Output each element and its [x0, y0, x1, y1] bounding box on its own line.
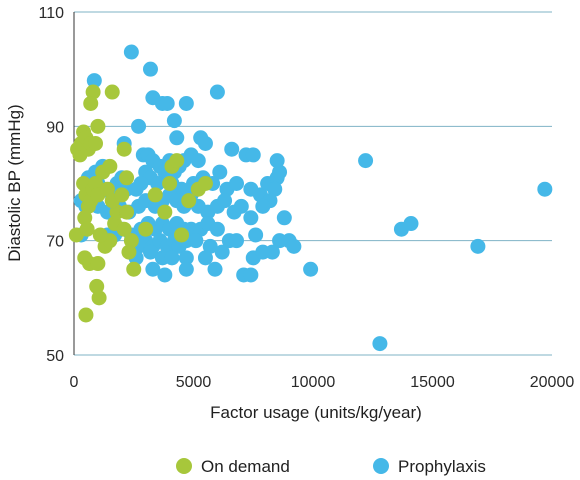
- data-point-on-demand: [78, 307, 94, 323]
- data-point-prophylaxis: [470, 238, 486, 254]
- data-point-prophylaxis: [303, 261, 319, 277]
- y-tick-label: 70: [46, 234, 64, 251]
- data-point-prophylaxis: [150, 176, 166, 191]
- data-point-prophylaxis: [214, 244, 230, 260]
- data-point-on-demand: [121, 244, 137, 260]
- data-point-prophylaxis: [197, 250, 213, 266]
- data-point-prophylaxis: [142, 244, 158, 260]
- data-point-on-demand: [85, 84, 101, 100]
- data-point-prophylaxis: [248, 227, 264, 243]
- y-tick-label: 110: [38, 5, 64, 22]
- data-point-prophylaxis: [159, 95, 175, 111]
- data-point-prophylaxis: [190, 153, 206, 169]
- data-point-prophylaxis: [142, 61, 158, 77]
- data-point-on-demand: [88, 135, 104, 151]
- data-point-prophylaxis: [224, 141, 240, 157]
- legend-marker-prophylaxis: [373, 458, 389, 474]
- data-point-on-demand: [138, 221, 154, 237]
- data-point-on-demand: [119, 204, 135, 220]
- x-tick-label: 5000: [176, 374, 212, 391]
- x-axis-ticks: 0 5000 10000 15000 20000: [70, 374, 575, 391]
- data-point-prophylaxis: [128, 181, 144, 197]
- data-point-prophylaxis: [358, 153, 374, 169]
- data-point-prophylaxis: [403, 216, 419, 232]
- data-point-on-demand: [116, 141, 132, 157]
- legend-label-prophylaxis: Prophylaxis: [398, 457, 486, 476]
- data-point-on-demand: [116, 221, 132, 237]
- data-point-prophylaxis: [157, 267, 173, 283]
- y-tick-label: 50: [46, 348, 64, 365]
- data-point-prophylaxis: [286, 238, 302, 254]
- data-point-prophylaxis: [233, 198, 249, 214]
- data-point-prophylaxis: [169, 130, 185, 146]
- data-point-prophylaxis: [245, 147, 261, 163]
- data-point-prophylaxis: [372, 336, 388, 352]
- data-point-on-demand: [174, 227, 190, 243]
- data-point-prophylaxis: [209, 221, 225, 237]
- legend-label-on-demand: On demand: [201, 457, 290, 476]
- data-point-on-demand: [99, 181, 115, 197]
- data-point-prophylaxis: [243, 267, 259, 283]
- data-point-on-demand: [90, 118, 106, 134]
- data-point-prophylaxis: [264, 244, 280, 260]
- data-point-on-demand: [88, 176, 104, 191]
- data-point-on-demand: [157, 204, 173, 220]
- x-axis-title: Factor usage (units/kg/year): [210, 403, 422, 422]
- data-point-prophylaxis: [269, 153, 285, 169]
- data-point-prophylaxis: [217, 193, 233, 209]
- data-point-prophylaxis: [178, 261, 194, 277]
- data-point-on-demand: [91, 290, 107, 306]
- data-point-prophylaxis: [166, 113, 182, 129]
- x-tick-label: 15000: [410, 374, 455, 391]
- data-point-prophylaxis: [178, 95, 194, 111]
- data-points: [68, 44, 553, 352]
- data-point-on-demand: [104, 84, 120, 100]
- data-point-prophylaxis: [178, 250, 194, 266]
- data-point-prophylaxis: [188, 233, 204, 249]
- y-axis-title: Diastolic BP (mmHg): [5, 104, 24, 261]
- y-tick-label: 90: [46, 119, 64, 136]
- data-point-on-demand: [169, 153, 185, 169]
- x-tick-label: 10000: [291, 374, 336, 391]
- x-tick-label: 0: [70, 374, 79, 391]
- data-point-on-demand: [79, 221, 95, 237]
- data-point-on-demand: [197, 176, 213, 191]
- data-point-prophylaxis: [212, 164, 228, 180]
- data-point-on-demand: [77, 210, 93, 226]
- data-point-on-demand: [123, 233, 139, 249]
- data-point-prophylaxis: [131, 118, 147, 134]
- data-point-on-demand: [119, 170, 135, 186]
- data-point-prophylaxis: [202, 238, 218, 254]
- data-point-on-demand: [181, 193, 197, 209]
- data-point-prophylaxis: [164, 250, 180, 266]
- data-point-prophylaxis: [255, 198, 271, 214]
- x-tick-label: 20000: [530, 374, 575, 391]
- data-point-prophylaxis: [272, 164, 288, 180]
- data-point-on-demand: [92, 227, 108, 243]
- data-point-on-demand: [83, 95, 99, 111]
- data-point-on-demand: [90, 256, 106, 272]
- data-point-prophylaxis: [207, 261, 223, 277]
- data-point-prophylaxis: [243, 210, 259, 226]
- data-point-prophylaxis: [276, 210, 292, 226]
- data-point-prophylaxis: [229, 233, 245, 249]
- y-axis-ticks: 50 70 90 110: [38, 5, 64, 365]
- data-point-on-demand: [126, 261, 142, 277]
- legend: On demand Prophylaxis: [176, 457, 486, 476]
- legend-marker-on-demand: [176, 458, 192, 474]
- data-point-on-demand: [114, 187, 130, 203]
- data-point-prophylaxis: [145, 261, 161, 277]
- data-point-on-demand: [147, 187, 163, 203]
- data-point-prophylaxis: [537, 181, 553, 197]
- data-point-on-demand: [162, 176, 178, 191]
- data-point-prophylaxis: [267, 181, 283, 197]
- data-point-on-demand: [89, 278, 105, 294]
- data-point-prophylaxis: [209, 84, 225, 100]
- data-point-prophylaxis: [123, 44, 139, 60]
- data-point-prophylaxis: [197, 135, 213, 151]
- data-point-prophylaxis: [86, 73, 102, 89]
- data-point-prophylaxis: [229, 176, 245, 191]
- data-point-on-demand: [102, 158, 118, 174]
